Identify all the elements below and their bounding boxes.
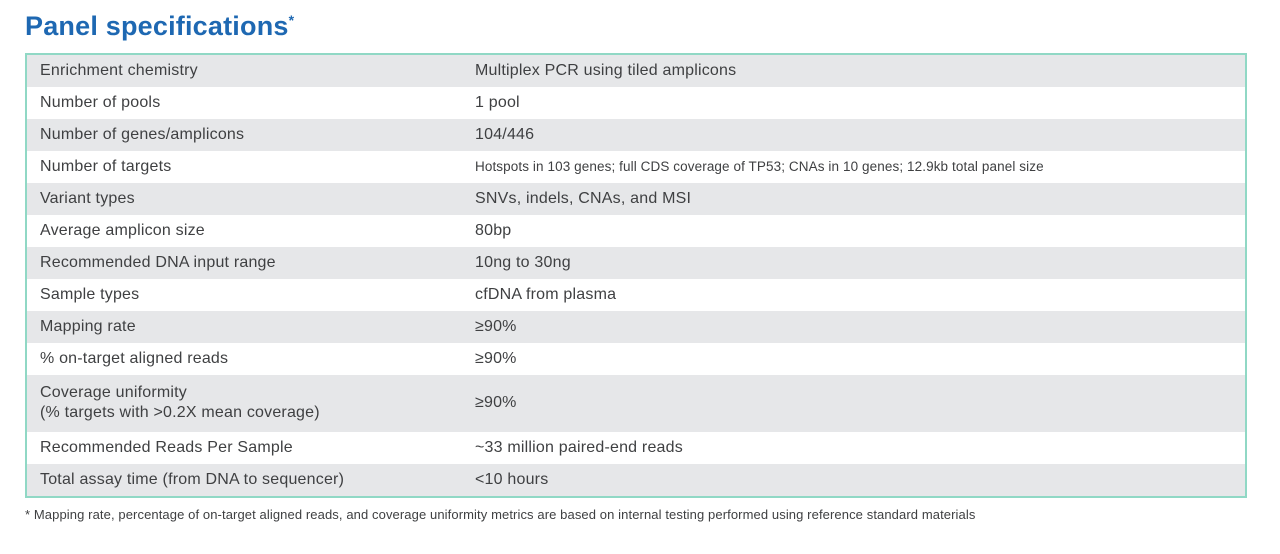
- table-row: Number of pools 1 pool: [27, 86, 1245, 119]
- table-row: Sample types cfDNA from plasma: [27, 278, 1245, 311]
- table-row: Average amplicon size 80bp: [27, 214, 1245, 247]
- spec-value: ~33 million paired-end reads: [475, 438, 683, 456]
- spec-value: ≥90%: [475, 349, 517, 367]
- page-title-asterisk: *: [288, 12, 295, 28]
- spec-value: 10ng to 30ng: [475, 253, 571, 271]
- spec-label: Variant types: [40, 189, 135, 207]
- spec-label: Coverage uniformity (% targets with >0.2X…: [27, 383, 475, 423]
- spec-label: Total assay time (from DNA to sequencer): [40, 470, 345, 488]
- spec-label: Sample types: [40, 285, 140, 303]
- spec-value: 1 pool: [475, 93, 520, 111]
- spec-value: 80bp: [475, 221, 512, 239]
- footnote: * Mapping rate, percentage of on-target …: [25, 506, 976, 522]
- spec-value: SNVs, indels, CNAs, and MSI: [475, 189, 692, 207]
- table-row: Coverage uniformity (% targets with >0.2X…: [27, 374, 1245, 432]
- table-row: Variant types SNVs, indels, CNAs, and MSI: [27, 182, 1245, 215]
- spec-table: Enrichment chemistry Multiplex PCR using …: [25, 52, 1247, 498]
- table-row: Total assay time (from DNA to sequencer)…: [27, 463, 1245, 496]
- spec-label-line1: Coverage uniformity: [40, 384, 187, 402]
- spec-value: Hotspots in 103 genes; full CDS coverage…: [475, 158, 1044, 174]
- spec-value: ≥90%: [475, 317, 517, 335]
- spec-label: Number of genes/amplicons: [40, 125, 245, 143]
- spec-value: 104/446: [475, 125, 535, 143]
- spec-label-line2: (% targets with >0.2X mean coverage): [40, 404, 320, 422]
- page-title-text: Panel specifications: [25, 11, 289, 41]
- spec-label: Recommended Reads Per Sample: [40, 438, 293, 456]
- spec-value: ≥90%: [475, 394, 517, 412]
- page-title: Panel specifications*: [25, 10, 1247, 44]
- table-row: Recommended DNA input range 10ng to 30ng: [27, 246, 1245, 279]
- table-row: Number of genes/amplicons 104/446: [27, 118, 1245, 151]
- spec-label: Mapping rate: [40, 317, 136, 335]
- spec-label: Enrichment chemistry: [40, 61, 198, 79]
- spec-value: Multiplex PCR using tiled amplicons: [475, 61, 737, 79]
- table-row: Mapping rate ≥90%: [27, 310, 1245, 343]
- spec-value: <10 hours: [475, 470, 549, 488]
- table-row: Recommended Reads Per Sample ~33 million …: [27, 431, 1245, 464]
- spec-label: % on-target aligned reads: [40, 349, 229, 367]
- table-row: % on-target aligned reads ≥90%: [27, 342, 1245, 375]
- spec-label: Recommended DNA input range: [40, 253, 276, 271]
- table-row: Enrichment chemistry Multiplex PCR using …: [27, 54, 1245, 87]
- spec-label: Number of targets: [40, 157, 172, 175]
- table-row: Number of targets Hotspots in 103 genes; …: [27, 150, 1245, 183]
- spec-label: Number of pools: [40, 93, 161, 111]
- spec-value: cfDNA from plasma: [475, 285, 617, 303]
- spec-label: Average amplicon size: [40, 221, 205, 239]
